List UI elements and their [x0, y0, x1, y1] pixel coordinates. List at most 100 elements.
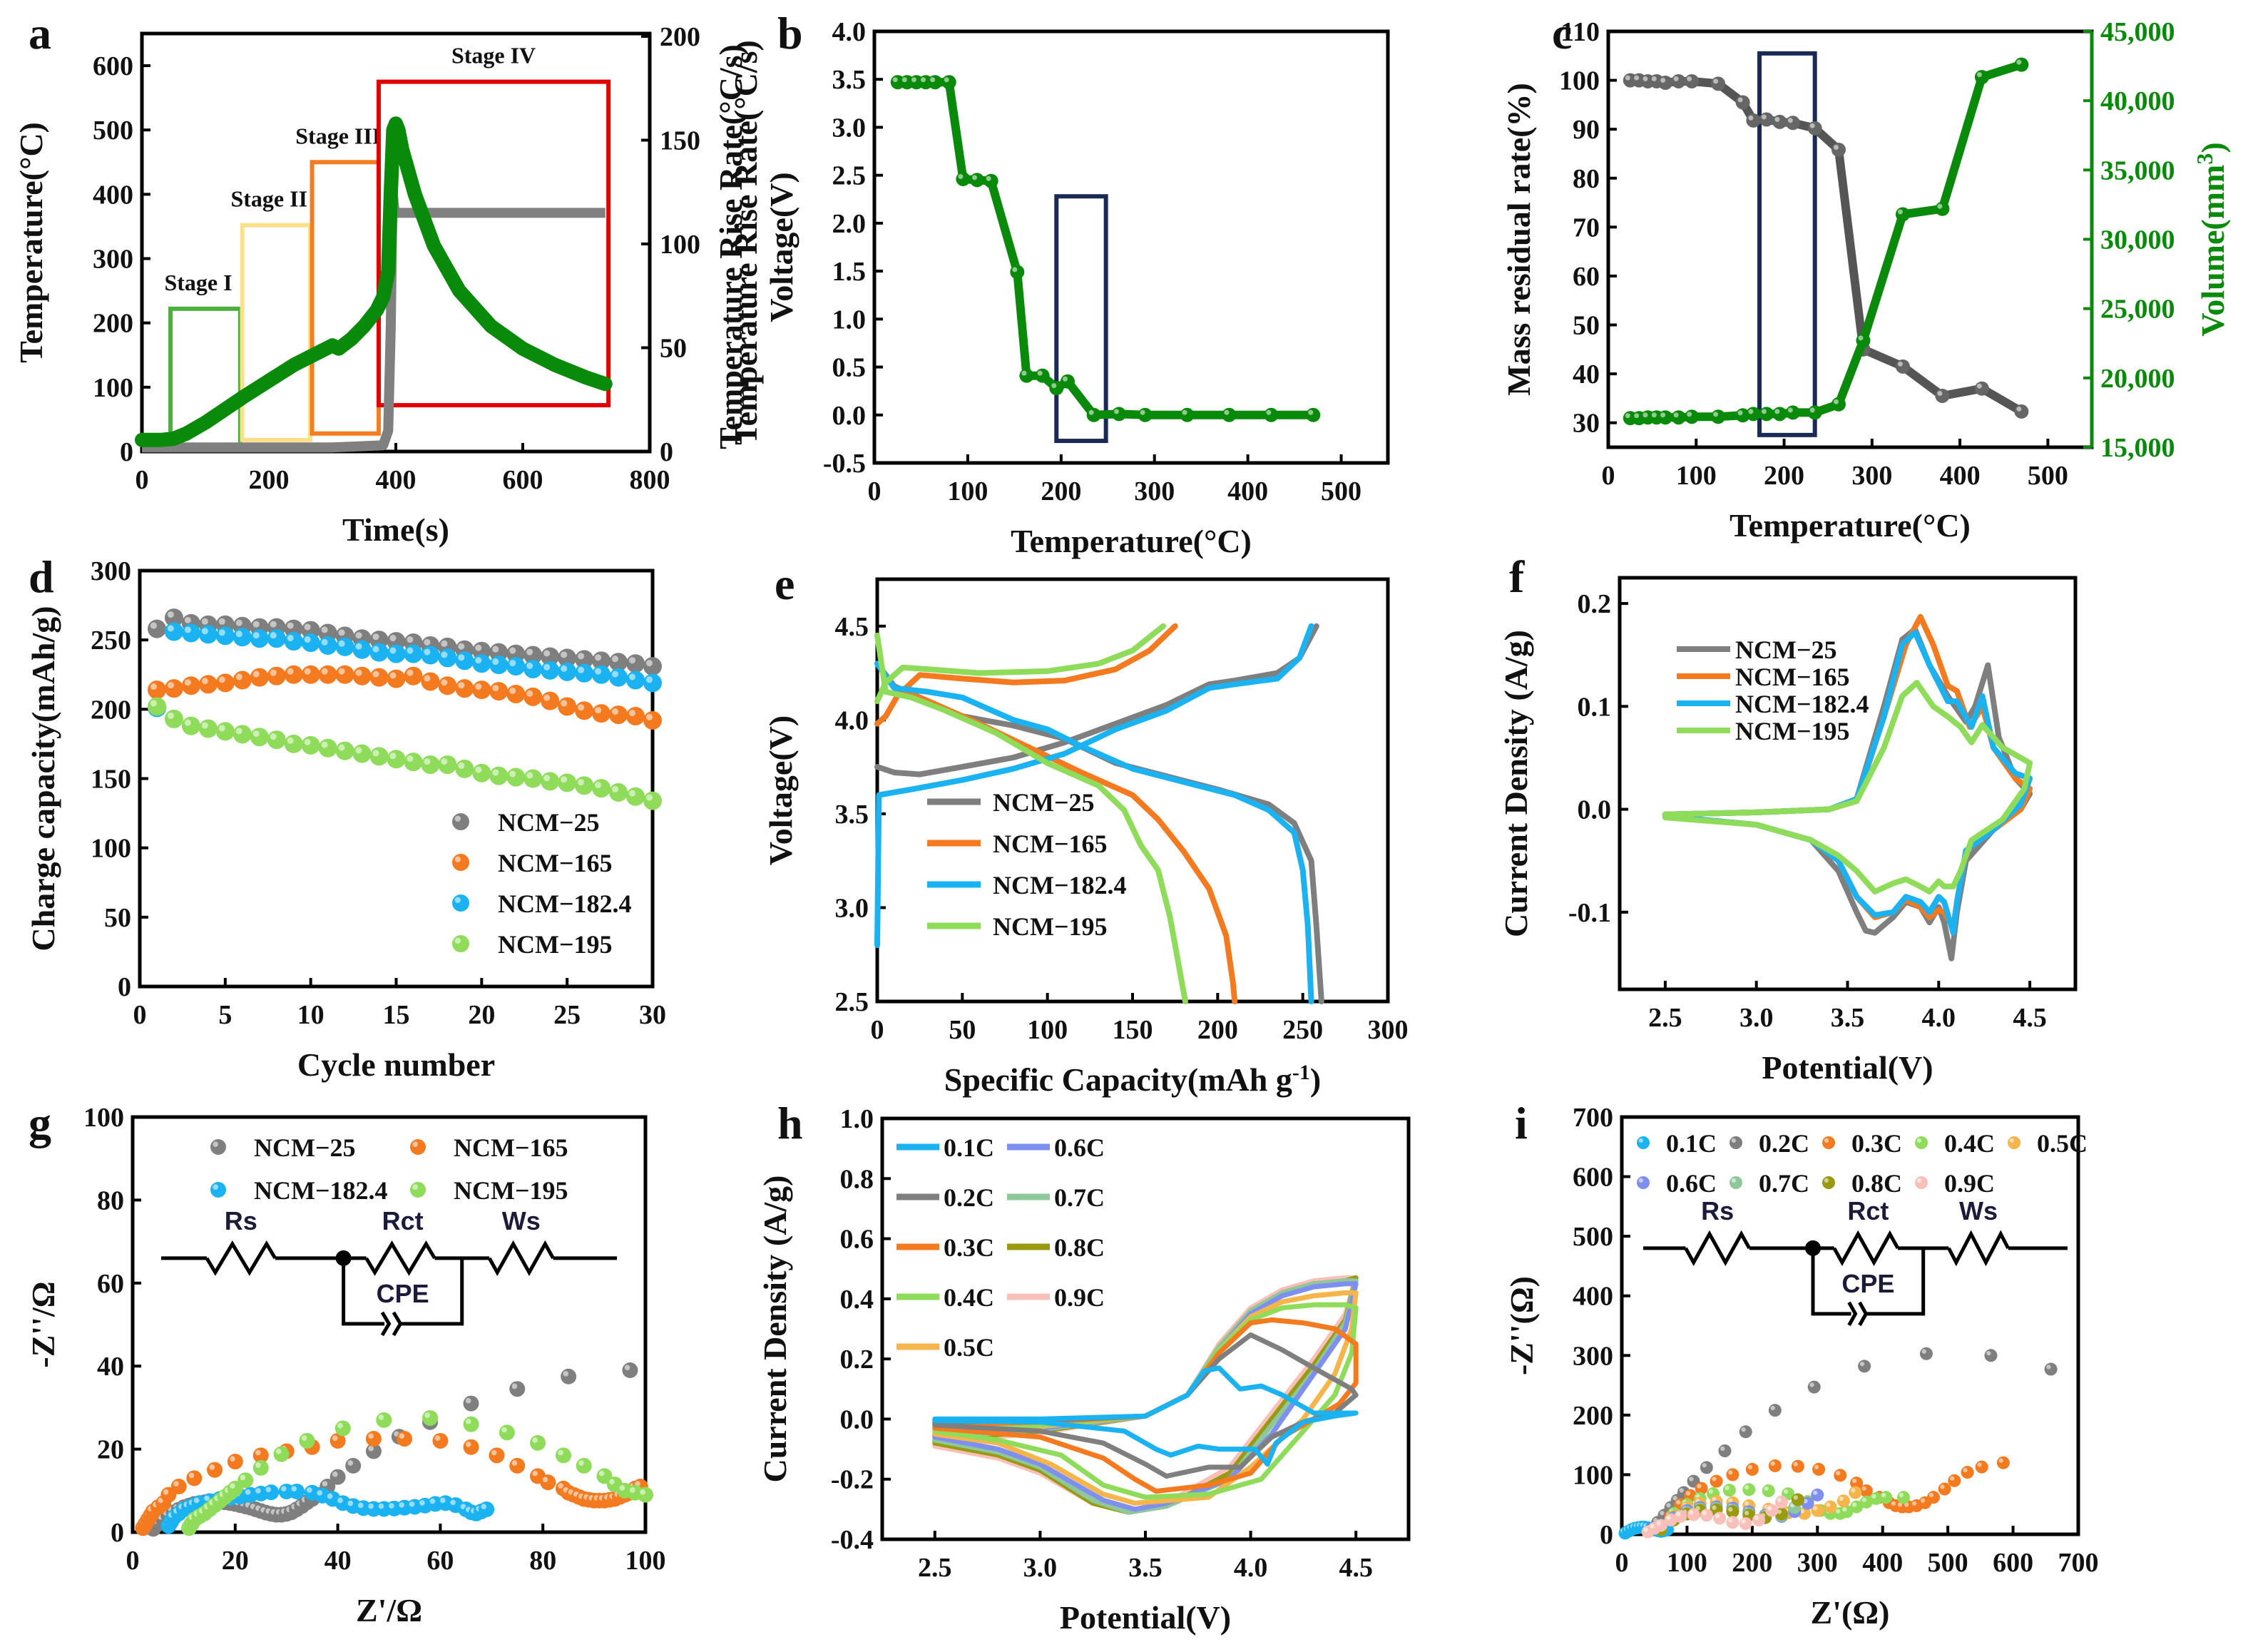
- data-point-highlight: [1754, 1515, 1759, 1520]
- x-tick-label: 250: [1282, 1015, 1323, 1045]
- data-point-highlight: [532, 1437, 538, 1443]
- y-tick-label: 4.0: [835, 705, 869, 735]
- data-point: [438, 648, 457, 668]
- plot-frame: [131, 1115, 648, 1534]
- resistor-symbol: [1684, 1230, 1751, 1266]
- highlight-box: [1757, 51, 1817, 437]
- data-point-highlight: [1881, 1492, 1886, 1498]
- data-point-highlight: [578, 666, 585, 673]
- data-point: [1765, 1504, 1779, 1517]
- data-point-highlight: [1689, 1510, 1694, 1515]
- data-point-highlight: [338, 640, 345, 647]
- data-point-highlight: [399, 1433, 405, 1439]
- data-point: [301, 633, 320, 653]
- x-tick-label: 10: [297, 1000, 325, 1030]
- data-point-highlight: [1224, 409, 1230, 415]
- x-tick-label: 400: [1862, 1548, 1903, 1578]
- y-tick-label: 4.0: [832, 17, 867, 47]
- data-point-highlight: [407, 636, 414, 643]
- data-point: [164, 679, 183, 698]
- stage-box: [240, 223, 312, 442]
- data-point-volume-highlight: [1634, 413, 1640, 419]
- data-point-highlight: [407, 755, 414, 763]
- resistor-symbol: [364, 1240, 436, 1276]
- data-point-mass-highlight: [1625, 75, 1630, 81]
- data-point-volume-highlight: [1651, 412, 1657, 418]
- x-tick-label: 100: [625, 1546, 666, 1576]
- data-point-highlight: [911, 77, 916, 83]
- data-point: [1138, 407, 1153, 422]
- data-point-highlight: [1051, 383, 1057, 389]
- cpe-symbol: [1858, 1301, 1869, 1327]
- data-point-highlight: [372, 646, 379, 653]
- data-point: [233, 671, 252, 690]
- y-tick-label: 0.1: [1578, 692, 1612, 722]
- data-point-highlight: [595, 782, 602, 789]
- y-axis-title: -Z''(Ω): [1503, 1276, 1540, 1375]
- data-point: [540, 1474, 556, 1491]
- x-tick-label: 150: [1113, 1015, 1153, 1045]
- y-tick-label: 3.0: [832, 113, 867, 143]
- x-tick-label: 400: [1940, 461, 1981, 491]
- data-point: [463, 1439, 479, 1455]
- data-point: [472, 654, 491, 673]
- data-point-highlight: [378, 1503, 384, 1509]
- x-tick-label: 600: [1993, 1548, 2033, 1578]
- legend-marker: [1730, 1136, 1742, 1149]
- x-tick-label: 300: [1851, 461, 1892, 491]
- y-tick-label: 1.5: [832, 257, 867, 287]
- x-tick-label: 100: [1676, 461, 1717, 491]
- y-tick-label: 700: [1573, 1103, 1613, 1133]
- y-tick-label: 150: [91, 765, 131, 795]
- data-point-highlight: [1928, 1492, 1934, 1498]
- data-point: [1111, 407, 1126, 422]
- data-point-highlight: [184, 626, 191, 633]
- data-point: [387, 750, 406, 769]
- x-tick-label: 200: [1764, 461, 1804, 491]
- data-point: [164, 709, 183, 728]
- legend-label: 0.2C: [944, 1183, 994, 1212]
- cv-curve: [1662, 629, 2033, 936]
- x-tick-label: 100: [1027, 1015, 1068, 1045]
- data-point: [455, 759, 474, 778]
- data-point-highlight: [218, 725, 225, 732]
- legend-marker: [452, 813, 469, 830]
- x-axis-title: Potential(V): [1060, 1599, 1231, 1636]
- data-point-highlight: [532, 1470, 538, 1477]
- legend-marker: [1637, 1176, 1650, 1189]
- data-point-highlight: [424, 648, 431, 656]
- y-tick-label: -0.4: [831, 1525, 874, 1555]
- circuit-label-cpe: CPE: [377, 1279, 429, 1308]
- data-point-highlight: [1741, 1519, 1746, 1524]
- data-point: [1896, 1491, 1910, 1504]
- data-point-highlight: [558, 1449, 563, 1456]
- data-point-highlight: [543, 650, 551, 657]
- data-point-highlight: [1062, 376, 1068, 382]
- x-tick-label: 20: [222, 1546, 249, 1576]
- data-point: [369, 668, 389, 687]
- data-point: [1849, 1486, 1862, 1499]
- data-point: [284, 632, 303, 651]
- data-point-highlight: [1712, 1497, 1717, 1502]
- legend-label: 0.6C: [1666, 1169, 1717, 1198]
- data-point-highlight: [450, 1499, 456, 1506]
- data-point: [215, 673, 235, 693]
- data-point: [1086, 407, 1101, 422]
- data-point-volume-highlight: [1937, 203, 1943, 209]
- data-point-mass-highlight: [1673, 76, 1679, 81]
- data-point-highlight: [563, 1371, 569, 1377]
- data-point-volume-highlight: [1787, 407, 1793, 413]
- data-point-highlight: [465, 1418, 471, 1424]
- data-point-volume-highlight: [1774, 409, 1780, 414]
- y-tick-label: -0.2: [831, 1465, 874, 1495]
- legend-marker: [2008, 1136, 2020, 1149]
- data-point-volume-highlight: [1642, 412, 1648, 418]
- data-point-highlight: [322, 1481, 328, 1487]
- data-point-highlight: [252, 632, 260, 639]
- data-point-highlight: [629, 1487, 635, 1493]
- data-point: [404, 666, 423, 685]
- data-point: [1710, 1474, 1723, 1488]
- data-point-highlight: [921, 77, 926, 83]
- data-point-highlight: [252, 671, 260, 678]
- data-point-highlight: [611, 656, 619, 663]
